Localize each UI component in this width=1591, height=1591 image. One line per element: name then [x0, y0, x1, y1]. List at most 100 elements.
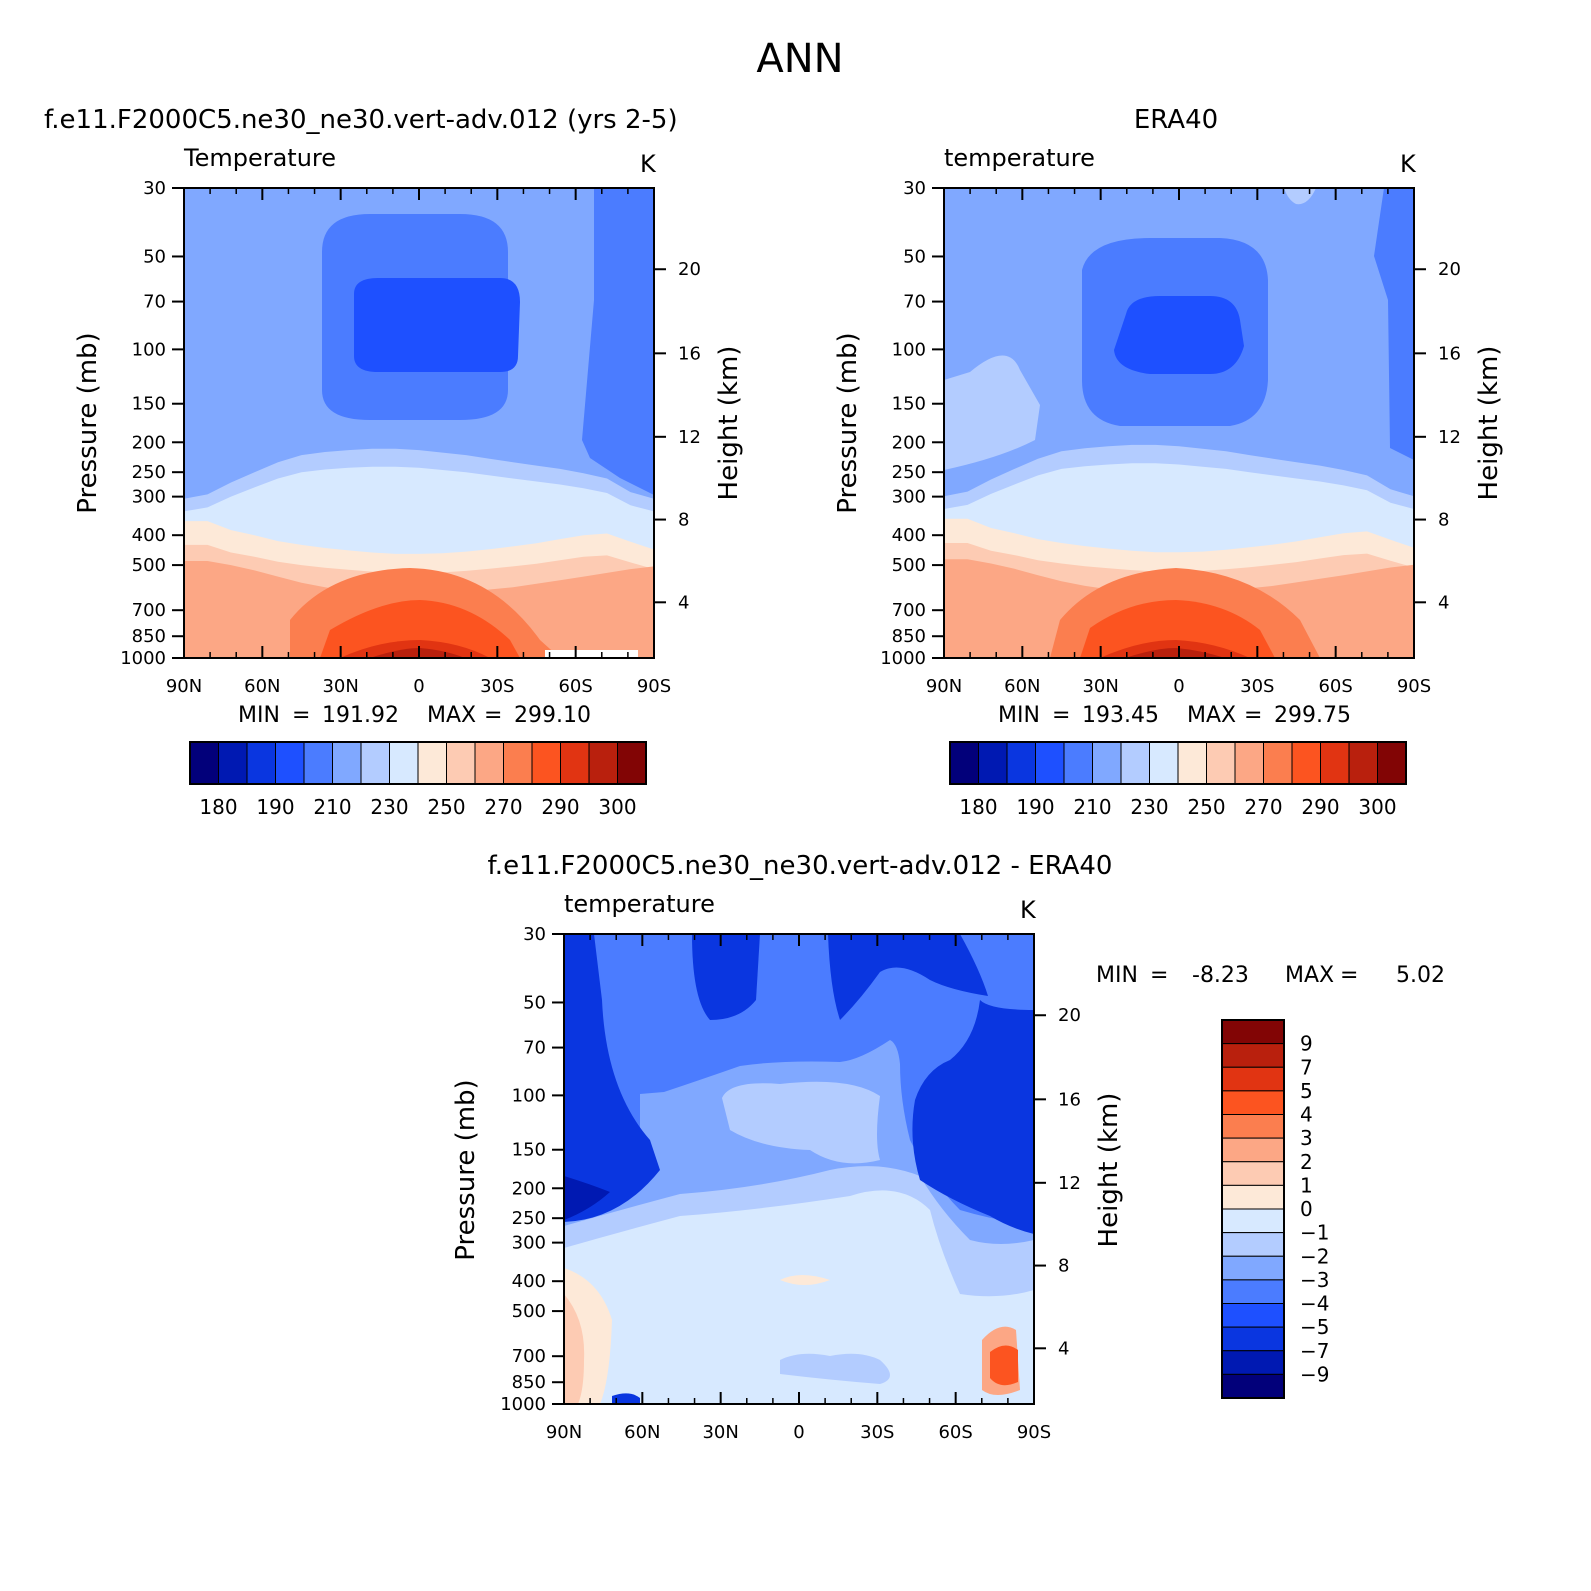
- colorbar-swatch: [1221, 1161, 1285, 1186]
- colorbar-tick-label: 1: [1300, 1173, 1313, 1197]
- y-tick-label: 150: [132, 394, 166, 415]
- field-surface-neg: [612, 1393, 640, 1404]
- y2-tick-label: 12: [1438, 427, 1461, 448]
- colorbar-tick-label: 300: [1358, 795, 1396, 819]
- colorbar-swatch: [1063, 741, 1093, 785]
- y-tick-label: 70: [523, 1038, 546, 1059]
- colorbar-swatch: [588, 741, 618, 785]
- x-tick-label: 60N: [624, 1422, 660, 1443]
- colorbar-frame: [1221, 1019, 1285, 1399]
- colorbar-tick-label: 190: [1016, 795, 1054, 819]
- colorbar-tick-label: 250: [427, 795, 465, 819]
- y-tick-label: 850: [892, 626, 926, 647]
- colorbar-swatch: [1377, 741, 1407, 785]
- field-positive-left-2: [564, 1294, 585, 1404]
- x-tick-label: 30N: [702, 1422, 738, 1443]
- colorbar-tick-label: 210: [1073, 795, 1111, 819]
- y2-tick-label: 12: [678, 427, 701, 448]
- x-tick-label: 30S: [860, 1422, 894, 1443]
- panel-model-axes: 90N 60N 30N 0 30S 60S 90S 30 50 70 100 150 200 250 300…: [120, 178, 701, 697]
- colorbar-swatch: [218, 741, 248, 785]
- colorbar-swatch: [1120, 741, 1150, 785]
- y2-tick-label: 8: [678, 510, 689, 531]
- panel-difference-max-value: 5.02: [1396, 963, 1445, 988]
- x-tick-label: 0: [793, 1422, 804, 1443]
- colorbar-swatch: [474, 741, 504, 785]
- colorbar-swatch: [1092, 741, 1122, 785]
- y-tick-label: 500: [892, 555, 926, 576]
- colorbar-swatch: [1291, 741, 1321, 785]
- colorbar-swatch: [978, 741, 1008, 785]
- panel-model-units: K: [640, 150, 657, 178]
- panel-model-y2label: Height (km): [714, 346, 744, 501]
- panel-model-ylabel: Pressure (mb): [73, 332, 103, 513]
- panel-era40-units: K: [1400, 150, 1417, 178]
- colorbar-swatch: [1221, 1090, 1285, 1115]
- colorbar-swatch: [949, 741, 979, 785]
- field-polar-patch: [944, 355, 1040, 470]
- panel-era40-min-label: MIN: [998, 703, 1040, 728]
- colorbar-swatch: [1221, 1184, 1285, 1210]
- y-tick-label: 700: [132, 600, 166, 621]
- colorbar-tick-label: −3: [1300, 1268, 1329, 1292]
- x-tick-label: 30N: [322, 676, 358, 697]
- colorbar-swatch: [332, 741, 362, 785]
- field-polar-cold: [1374, 188, 1414, 460]
- colorbar-swatch: [360, 741, 390, 785]
- colorbar-swatch: [1320, 741, 1350, 785]
- field-negative-4-top-left: [692, 934, 760, 1020]
- colorbar-tick-label: 9: [1300, 1032, 1313, 1056]
- colorbar-swatch: [1221, 1019, 1285, 1045]
- x-tick-label: 90N: [166, 676, 202, 697]
- panel-difference-units: K: [1020, 896, 1037, 924]
- colorbar-tick-label: 210: [313, 795, 351, 819]
- panel-era40-ylabel: Pressure (mb): [833, 332, 863, 513]
- colorbar-tick-label: −1: [1300, 1221, 1329, 1245]
- y-tick-label: 200: [892, 432, 926, 453]
- y-tick-label: 400: [512, 1271, 546, 1292]
- y-tick-label: 200: [132, 432, 166, 453]
- colorbar-tick-label: −2: [1300, 1244, 1329, 1268]
- x-tick-label: 90S: [1397, 676, 1431, 697]
- panel-model-subtitle: Temperature: [183, 144, 336, 172]
- x-tick-label: 90N: [546, 1422, 582, 1443]
- y-tick-label: 500: [132, 555, 166, 576]
- panel-difference-ylabel: Pressure (mb): [451, 1079, 481, 1260]
- colorbar-tick-label: 180: [959, 795, 997, 819]
- colorbar-swatch: [1348, 741, 1378, 785]
- colorbar-swatch: [1263, 741, 1293, 785]
- colorbar-swatch: [1221, 1043, 1285, 1068]
- colorbar-swatch: [560, 741, 590, 785]
- colorbar-swatch: [1177, 741, 1207, 785]
- y-tick-label: 100: [892, 339, 926, 360]
- y-tick-label: 850: [512, 1372, 546, 1393]
- field-polar-cold: [582, 188, 654, 495]
- colorbar-tick-label: 2: [1300, 1150, 1313, 1174]
- colorbar-tick-label: 180: [199, 795, 237, 819]
- panel-difference: f.e11.F2000C5.ne30_ne30.vert-adv.012 - E…: [451, 851, 1445, 1443]
- colorbar-swatch: [1035, 741, 1065, 785]
- x-tick-label: 30N: [1082, 676, 1118, 697]
- colorbar-swatch: [417, 741, 447, 785]
- y-tick-label: 700: [892, 600, 926, 621]
- colorbar-tick-label: 290: [1301, 795, 1339, 819]
- panel-difference-min-label: MIN: [1096, 963, 1138, 988]
- colorbar-swatch: [1221, 1255, 1285, 1281]
- y-tick-label: 70: [903, 292, 926, 313]
- colorbar-swatch: [1221, 1137, 1285, 1163]
- y-tick-label: 150: [512, 1140, 546, 1161]
- colorbar-swatch: [303, 741, 333, 785]
- y-tick-label: 30: [523, 924, 546, 945]
- y2-tick-label: 20: [1058, 1005, 1081, 1026]
- colorbar-swatch: [275, 741, 305, 785]
- panel-model-colorbar: 180 190 210 230 250 270 290 300: [189, 741, 647, 819]
- colorbar-swatch: [1149, 741, 1179, 785]
- panel-difference-title: f.e11.F2000C5.ne30_ne30.vert-adv.012 - E…: [488, 851, 1113, 881]
- x-tick-label: 60S: [558, 676, 592, 697]
- x-tick-label: 30S: [480, 676, 514, 697]
- y2-tick-label: 8: [1438, 510, 1449, 531]
- page-title: ANN: [756, 36, 843, 82]
- y-tick-label: 1000: [120, 648, 166, 669]
- colorbar-tick-label: 290: [541, 795, 579, 819]
